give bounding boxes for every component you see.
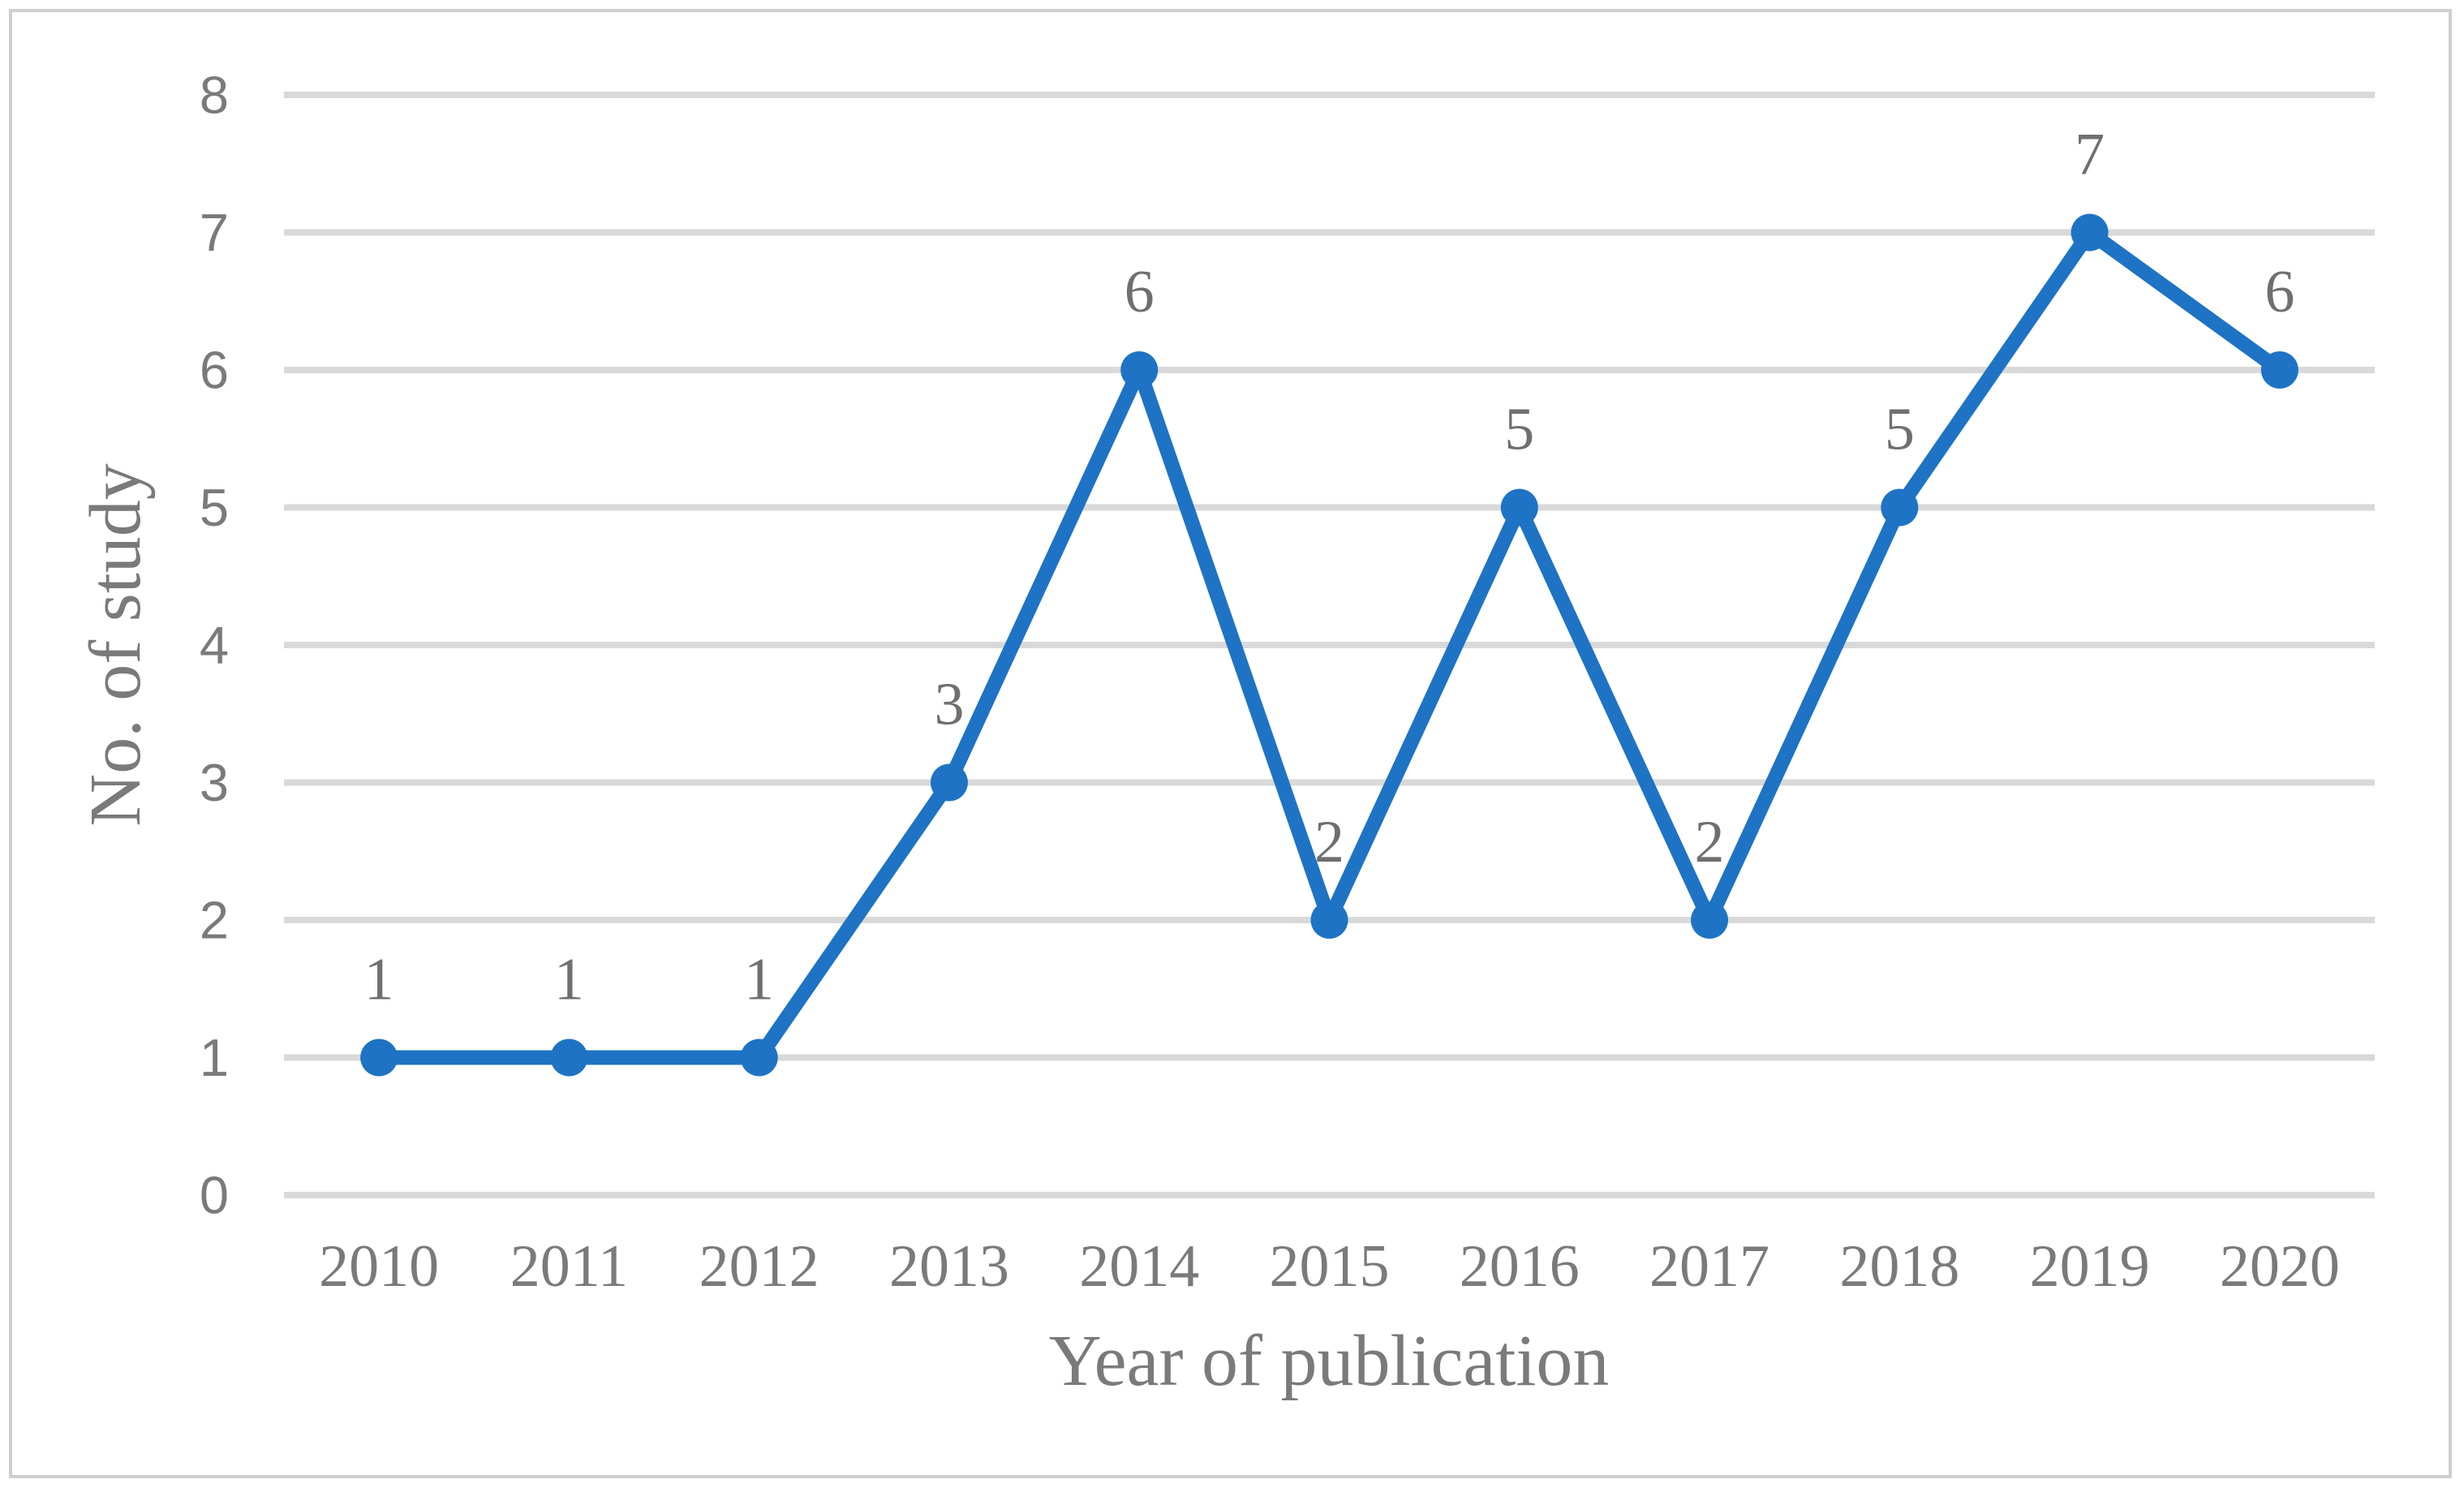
data-label-2016: 5	[1504, 397, 1534, 463]
y-tick-label-0: 0	[200, 1166, 229, 1225]
data-point-2017	[1691, 901, 1729, 939]
y-tick-label-6: 6	[200, 341, 229, 400]
figure-border	[9, 9, 2452, 1478]
y-tick-label-5: 5	[200, 478, 229, 537]
data-point-2019	[2071, 213, 2109, 252]
data-point-2015	[1310, 901, 1348, 939]
data-label-2010: 1	[364, 947, 394, 1013]
x-tick-label-2013: 2013	[889, 1233, 1009, 1300]
y-tick-label-2: 2	[200, 891, 229, 950]
x-axis-title: Year of publication	[1049, 1321, 1610, 1401]
data-label-2015: 2	[1314, 809, 1344, 875]
x-tick-label-2012: 2012	[699, 1233, 819, 1300]
data-label-2019: 7	[2075, 122, 2105, 188]
data-point-2020	[2260, 351, 2298, 389]
data-point-2018	[1881, 488, 1919, 527]
horizontal-gridlines	[284, 92, 2375, 1198]
x-tick-label-2020: 2020	[2220, 1233, 2340, 1300]
y-axis-title: No. of study	[75, 463, 156, 827]
y-tick-label-4: 4	[200, 616, 229, 675]
y-tick-label-3: 3	[200, 753, 229, 812]
data-label-2013: 3	[934, 672, 964, 738]
x-tick-label-2019: 2019	[2030, 1233, 2150, 1300]
data-label-2018: 5	[1885, 397, 1915, 463]
y-tick-label-1: 1	[200, 1028, 229, 1087]
x-axis-tick-labels: 2010 2011 2012 2013 2014 2015 2016 2017 2018 2019…	[319, 1233, 2340, 1300]
y-tick-label-8: 8	[200, 66, 229, 125]
y-axis-tick-labels: 0 1 2 3 4 5 6 7 8	[200, 66, 229, 1225]
data-point-2016	[1500, 488, 1538, 527]
data-point-labels: 1 1 1 3 6 2 5 2 5 7 6	[364, 122, 2295, 1013]
x-tick-label-2018: 2018	[1839, 1233, 1959, 1300]
data-label-2011: 1	[554, 947, 584, 1013]
data-label-2017: 2	[1695, 809, 1725, 875]
x-tick-label-2011: 2011	[510, 1233, 628, 1300]
x-tick-label-2016: 2016	[1460, 1233, 1580, 1300]
x-tick-label-2015: 2015	[1270, 1233, 1390, 1300]
data-label-2014: 6	[1124, 259, 1155, 325]
data-point-2014	[1120, 351, 1159, 389]
data-point-2012	[740, 1038, 778, 1077]
data-point-2010	[360, 1038, 398, 1077]
x-tick-label-2017: 2017	[1649, 1233, 1770, 1300]
x-tick-label-2014: 2014	[1079, 1233, 1199, 1300]
data-point-2013	[930, 763, 968, 802]
data-series	[360, 213, 2298, 1077]
x-tick-label-2010: 2010	[319, 1233, 439, 1300]
data-label-2020: 6	[2264, 259, 2294, 325]
y-tick-label-7: 7	[200, 203, 229, 262]
data-point-2011	[550, 1038, 588, 1077]
data-label-2012: 1	[744, 947, 774, 1013]
